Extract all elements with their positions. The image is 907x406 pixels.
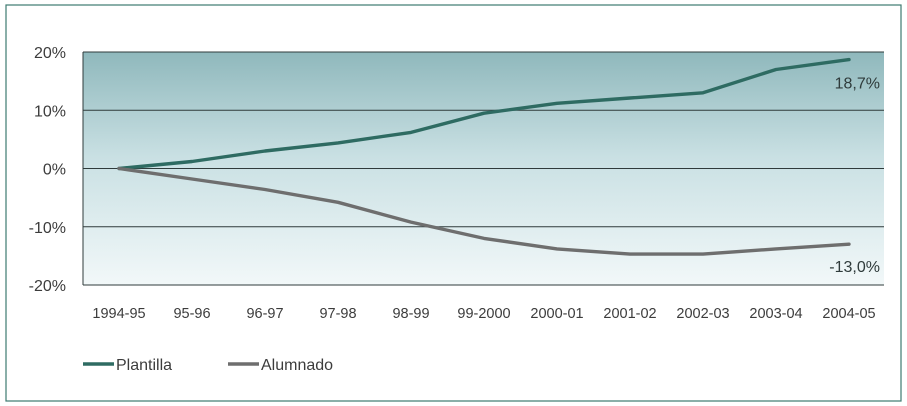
- y-tick-label: -10%: [29, 220, 66, 237]
- x-tick-label: 2001-02: [603, 306, 656, 322]
- series-lines: [117, 57, 851, 256]
- grid-lines: [82, 51, 884, 286]
- legend-label: Alumnado: [261, 357, 333, 374]
- x-tick-label: 96-97: [246, 306, 283, 322]
- x-axis: 1994-95 95-96 96-97 97-98 98-99 99-2000 2000-0…: [92, 306, 875, 322]
- x-tick-label: 2004-05: [822, 306, 875, 322]
- y-axis: 20% 10% 0% -10% -20%: [29, 45, 66, 295]
- y-tick-label: 20%: [34, 45, 66, 62]
- x-tick-label: 1994-95: [92, 306, 145, 322]
- x-tick-label: 95-96: [173, 306, 210, 322]
- y-tick-label: -20%: [29, 278, 66, 295]
- x-tick-label: 2002-03: [676, 306, 729, 322]
- series-line-plantilla: [117, 57, 851, 171]
- end-value-label: 18,7%: [835, 76, 880, 93]
- y-tick-label: 10%: [34, 103, 66, 120]
- x-tick-label: 99-2000: [457, 306, 510, 322]
- x-tick-label: 98-99: [392, 306, 429, 322]
- legend: Plantilla Alumnado: [83, 357, 333, 374]
- legend-label: Plantilla: [116, 357, 172, 374]
- end-value-label: -13,0%: [829, 259, 880, 276]
- x-tick-label: 2000-01: [530, 306, 583, 322]
- y-tick-label: 0%: [43, 162, 66, 179]
- series-line-alumnado: [117, 166, 851, 256]
- end-labels: 18,7% -13,0%: [829, 76, 880, 277]
- x-tick-label: 2003-04: [749, 306, 802, 322]
- x-tick-label: 97-98: [319, 306, 356, 322]
